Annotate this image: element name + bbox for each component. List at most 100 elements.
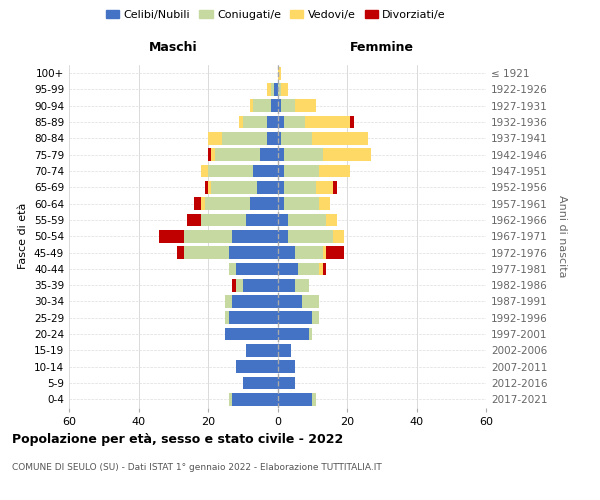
Text: Femmine: Femmine [350,42,414,54]
Bar [277,328,309,340]
Bar [326,214,337,226]
Bar [312,132,368,145]
Bar [333,230,344,242]
Bar [281,132,312,145]
Bar [232,295,277,308]
Bar [277,214,288,226]
Bar [208,132,222,145]
Bar [194,198,201,210]
Bar [232,279,236,291]
Bar [319,164,350,177]
Bar [232,393,277,406]
Bar [277,116,284,128]
Bar [284,164,319,177]
Bar [312,393,316,406]
Bar [284,181,316,194]
Bar [236,262,277,275]
Text: Popolazione per età, sesso e stato civile - 2022: Popolazione per età, sesso e stato civil… [12,432,343,446]
Bar [326,246,344,259]
Bar [288,214,326,226]
Bar [284,198,319,210]
Bar [236,279,243,291]
Bar [277,246,295,259]
Bar [350,116,354,128]
Bar [267,132,277,145]
Bar [319,198,329,210]
Bar [246,214,277,226]
Bar [239,116,243,128]
Bar [229,312,277,324]
Bar [260,148,277,161]
Y-axis label: Fasce di età: Fasce di età [19,203,28,270]
Bar [253,100,271,112]
Bar [229,262,236,275]
Bar [284,148,323,161]
Bar [309,328,312,340]
Bar [267,116,277,128]
Bar [205,198,250,210]
Bar [250,198,277,210]
Bar [277,376,295,390]
Bar [187,214,201,226]
Bar [281,83,288,96]
Bar [208,164,253,177]
Bar [277,198,284,210]
Bar [281,100,295,112]
Y-axis label: Anni di nascita: Anni di nascita [557,195,567,278]
Bar [208,181,211,194]
Bar [284,116,305,128]
Bar [271,83,274,96]
Bar [201,214,246,226]
Bar [229,393,232,406]
Bar [277,230,288,242]
Bar [319,262,323,275]
Bar [333,181,337,194]
Bar [201,198,205,210]
Bar [201,164,208,177]
Bar [277,393,312,406]
Bar [229,246,277,259]
Bar [243,279,277,291]
Bar [295,100,316,112]
Bar [277,148,284,161]
Bar [277,344,292,357]
Bar [211,181,257,194]
Bar [277,100,281,112]
Text: Maschi: Maschi [149,42,197,54]
Text: COMUNE DI SEULO (SU) - Dati ISTAT 1° gennaio 2022 - Elaborazione TUTTITALIA.IT: COMUNE DI SEULO (SU) - Dati ISTAT 1° gen… [12,462,382,471]
Bar [184,230,232,242]
Bar [316,181,333,194]
Bar [271,100,277,112]
Bar [184,246,229,259]
Bar [277,181,284,194]
Bar [246,344,277,357]
Bar [277,295,302,308]
Bar [253,164,277,177]
Bar [226,312,229,324]
Bar [243,376,277,390]
Bar [226,328,277,340]
Bar [295,246,323,259]
Bar [267,83,271,96]
Bar [277,279,295,291]
Bar [323,148,371,161]
Bar [243,116,267,128]
Bar [295,279,309,291]
Bar [277,312,312,324]
Bar [277,67,281,80]
Bar [305,116,350,128]
Bar [208,148,211,161]
Bar [323,246,326,259]
Bar [160,230,184,242]
Bar [277,262,298,275]
Bar [274,83,277,96]
Bar [226,295,232,308]
Bar [277,360,295,373]
Bar [277,164,284,177]
Legend: Celibi/Nubili, Coniugati/e, Vedovi/e, Divorziati/e: Celibi/Nubili, Coniugati/e, Vedovi/e, Di… [101,6,451,25]
Bar [277,132,281,145]
Bar [215,148,260,161]
Bar [205,181,208,194]
Bar [236,360,277,373]
Bar [257,181,277,194]
